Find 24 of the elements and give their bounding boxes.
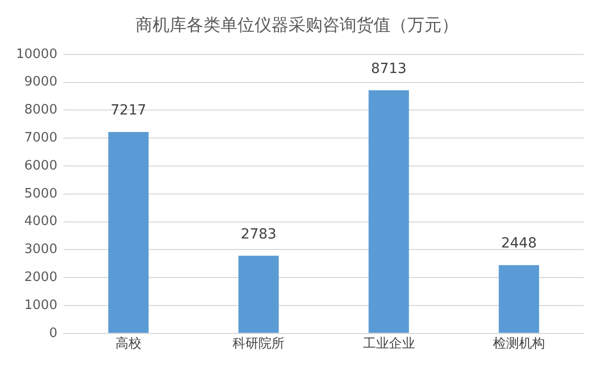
x-tick-label: 工业企业	[362, 336, 415, 352]
y-tick-label: 1000	[24, 298, 58, 313]
bar	[238, 256, 279, 333]
x-tick-label: 高校	[115, 336, 142, 352]
y-tick-label: 9000	[24, 74, 58, 90]
bar	[108, 132, 149, 333]
x-tick-label: 科研院所	[232, 336, 285, 352]
y-tick-label: 10000	[16, 46, 58, 62]
bar	[498, 265, 540, 333]
y-tick-label: 5000	[24, 186, 58, 202]
x-tick-label: 检测机构	[492, 336, 545, 352]
y-tick-label: 0	[49, 326, 58, 341]
bar	[368, 90, 409, 333]
data-label: 8713	[370, 60, 407, 77]
y-tick-label: 6000	[24, 158, 58, 174]
data-label: 2448	[501, 236, 537, 252]
y-tick-label: 3000	[24, 242, 58, 258]
data-label: 2783	[240, 226, 276, 242]
chart-title: 商机库各类单位仪器采购咨询货值（万元）	[136, 16, 458, 36]
y-tick-label: 4000	[24, 214, 58, 230]
y-tick-label: 2000	[24, 270, 58, 285]
y-tick-label: 7000	[24, 130, 58, 146]
data-label: 7217	[110, 102, 146, 119]
y-tick-label: 8000	[24, 102, 58, 118]
